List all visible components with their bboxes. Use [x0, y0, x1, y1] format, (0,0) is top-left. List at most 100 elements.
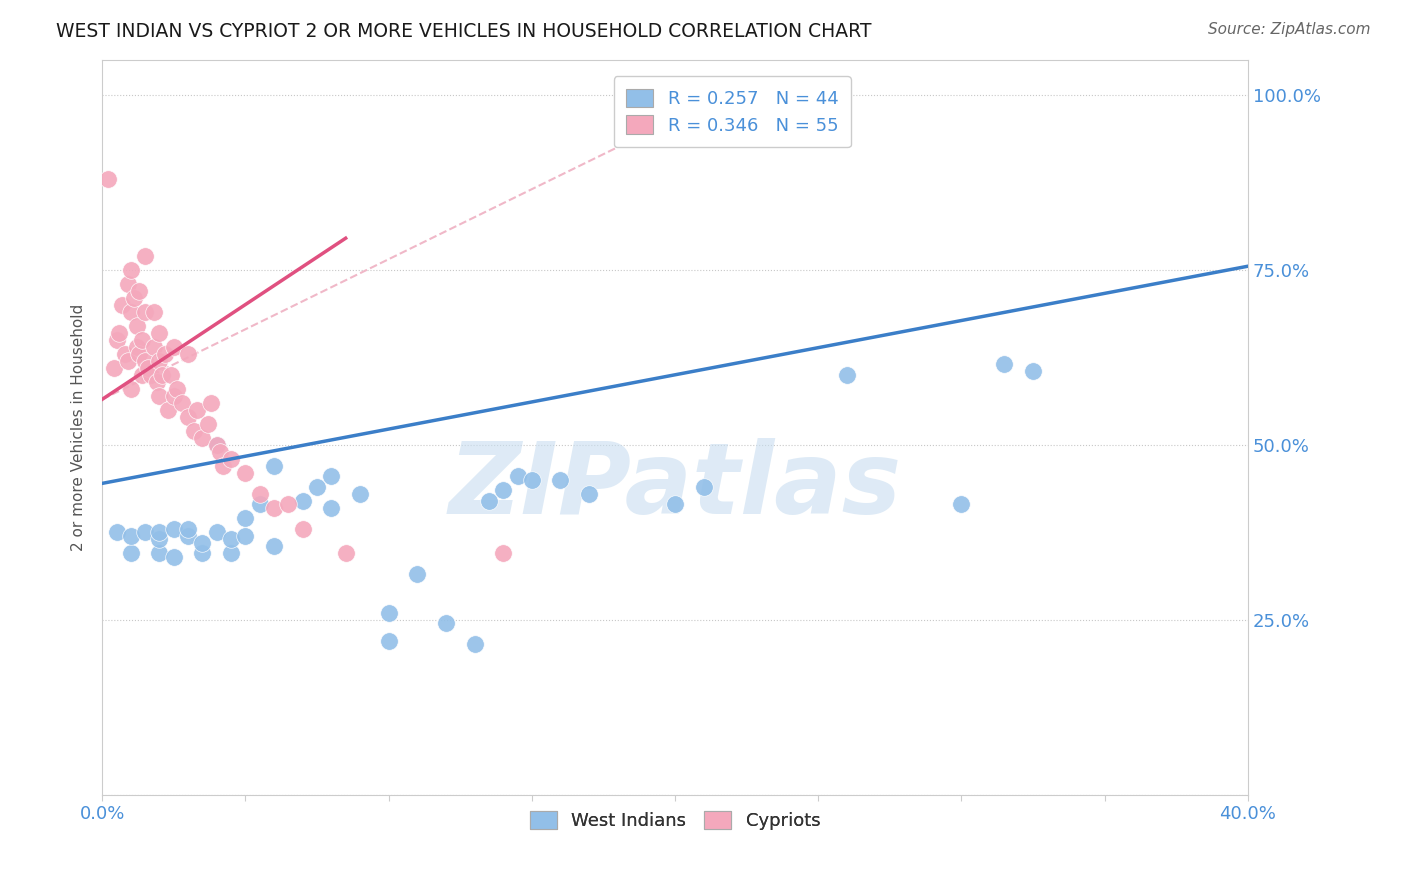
- Point: [117, 353, 139, 368]
- Point: [148, 389, 170, 403]
- Point: [219, 533, 242, 547]
- Point: [177, 529, 200, 543]
- Point: [172, 396, 194, 410]
- Point: [120, 262, 142, 277]
- Point: [160, 368, 183, 382]
- Text: ZIPatlas: ZIPatlas: [449, 438, 901, 534]
- Point: [163, 389, 186, 403]
- Point: [134, 305, 156, 319]
- Point: [177, 347, 200, 361]
- Point: [664, 497, 686, 511]
- Point: [105, 525, 128, 540]
- Point: [148, 353, 170, 368]
- Point: [205, 438, 228, 452]
- Point: [125, 318, 148, 333]
- Point: [183, 424, 205, 438]
- Point: [335, 546, 357, 560]
- Point: [520, 473, 543, 487]
- Point: [97, 171, 120, 186]
- Point: [506, 469, 529, 483]
- Point: [122, 291, 145, 305]
- Text: Source: ZipAtlas.com: Source: ZipAtlas.com: [1208, 22, 1371, 37]
- Point: [191, 431, 214, 445]
- Point: [134, 249, 156, 263]
- Point: [120, 546, 142, 560]
- Point: [128, 284, 150, 298]
- Point: [249, 487, 271, 501]
- Point: [550, 473, 572, 487]
- Point: [105, 333, 128, 347]
- Point: [148, 525, 170, 540]
- Point: [219, 451, 242, 466]
- Y-axis label: 2 or more Vehicles in Household: 2 or more Vehicles in Household: [72, 303, 86, 551]
- Point: [108, 326, 131, 340]
- Point: [125, 340, 148, 354]
- Point: [155, 347, 177, 361]
- Point: [291, 494, 314, 508]
- Point: [148, 326, 170, 340]
- Point: [134, 525, 156, 540]
- Point: [219, 546, 242, 560]
- Point: [197, 417, 219, 431]
- Point: [131, 368, 153, 382]
- Point: [377, 606, 399, 620]
- Point: [120, 529, 142, 543]
- Point: [114, 347, 136, 361]
- Point: [235, 511, 257, 525]
- Legend: West Indians, Cypriots: West Indians, Cypriots: [523, 804, 828, 838]
- Point: [349, 487, 371, 501]
- Point: [950, 497, 973, 511]
- Point: [134, 353, 156, 368]
- Point: [111, 298, 134, 312]
- Point: [177, 522, 200, 536]
- Point: [993, 357, 1015, 371]
- Point: [191, 536, 214, 550]
- Point: [131, 333, 153, 347]
- Point: [211, 458, 233, 473]
- Point: [205, 438, 228, 452]
- Text: WEST INDIAN VS CYPRIOT 2 OR MORE VEHICLES IN HOUSEHOLD CORRELATION CHART: WEST INDIAN VS CYPRIOT 2 OR MORE VEHICLE…: [56, 22, 872, 41]
- Point: [157, 402, 180, 417]
- Point: [434, 616, 457, 631]
- Point: [163, 549, 186, 564]
- Point: [136, 360, 159, 375]
- Point: [263, 458, 285, 473]
- Point: [148, 533, 170, 547]
- Point: [117, 277, 139, 291]
- Point: [128, 347, 150, 361]
- Point: [163, 522, 186, 536]
- Point: [166, 382, 188, 396]
- Point: [492, 546, 515, 560]
- Point: [120, 382, 142, 396]
- Point: [186, 402, 208, 417]
- Point: [148, 546, 170, 560]
- Point: [191, 546, 214, 560]
- Point: [492, 483, 515, 498]
- Point: [139, 368, 162, 382]
- Point: [205, 525, 228, 540]
- Point: [692, 480, 714, 494]
- Point: [321, 469, 343, 483]
- Point: [208, 445, 231, 459]
- Point: [200, 396, 222, 410]
- Point: [120, 305, 142, 319]
- Point: [277, 497, 299, 511]
- Point: [249, 497, 271, 511]
- Point: [145, 375, 167, 389]
- Point: [263, 500, 285, 515]
- Point: [177, 409, 200, 424]
- Point: [377, 634, 399, 648]
- Point: [235, 529, 257, 543]
- Point: [263, 540, 285, 554]
- Point: [835, 368, 858, 382]
- Point: [235, 466, 257, 480]
- Point: [142, 305, 165, 319]
- Point: [103, 360, 125, 375]
- Point: [163, 340, 186, 354]
- Point: [142, 340, 165, 354]
- Point: [291, 522, 314, 536]
- Point: [406, 567, 429, 582]
- Point: [150, 368, 173, 382]
- Point: [478, 494, 501, 508]
- Point: [321, 500, 343, 515]
